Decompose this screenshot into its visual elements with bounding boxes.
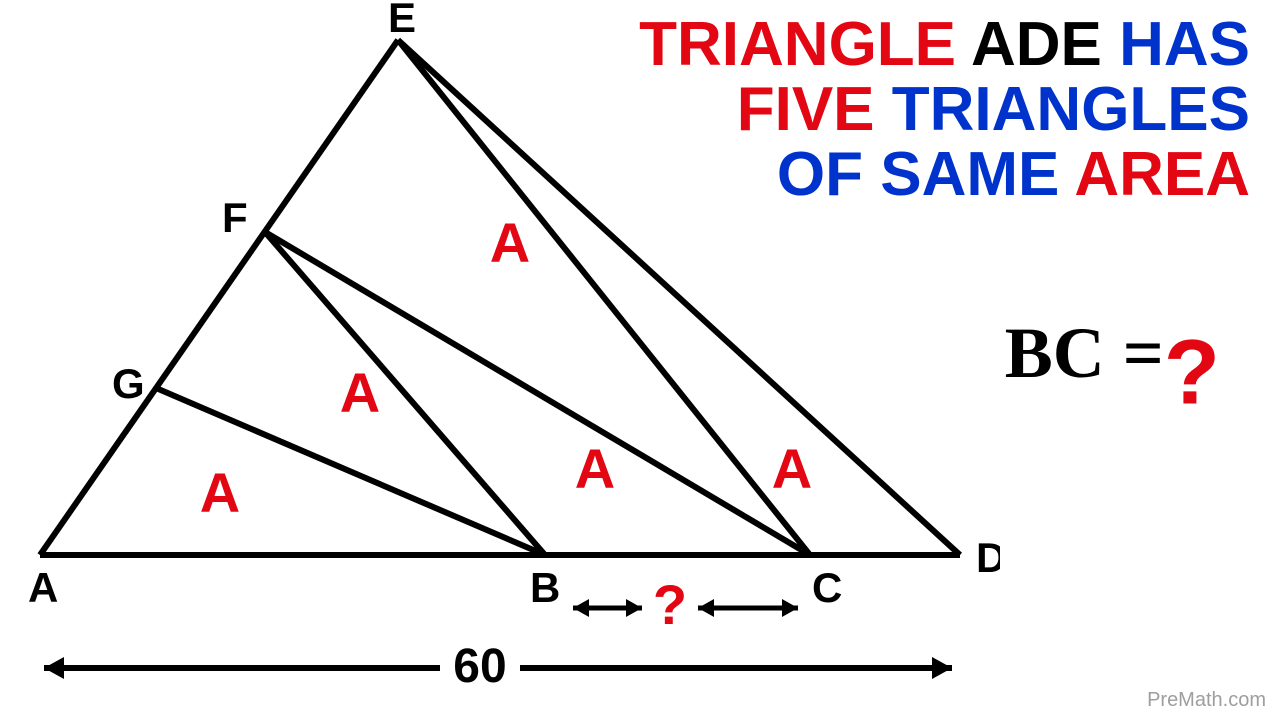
- question-lhs: BC =: [1005, 313, 1164, 393]
- question-block: BC =?: [1005, 312, 1220, 425]
- area-label-2: A: [490, 211, 530, 274]
- point-label-G: G: [112, 360, 145, 407]
- ad-length-label: 60: [453, 640, 506, 693]
- point-label-F: F: [222, 194, 248, 241]
- point-label-C: C: [812, 564, 842, 611]
- segment-FB: [265, 232, 545, 555]
- point-label-B: B: [530, 564, 560, 611]
- area-label-3: A: [575, 437, 615, 500]
- question-rhs: ?: [1164, 321, 1220, 423]
- point-label-E: E: [388, 0, 416, 41]
- point-label-A: A: [28, 564, 58, 611]
- title-word: AREA: [1074, 140, 1250, 209]
- dim-ad-right: [520, 657, 952, 679]
- dim-bc-right: [698, 599, 798, 617]
- title-word: HAS: [1119, 10, 1250, 79]
- triangle-diagram: A B C D E F G A A A A A ? 60: [0, 0, 1000, 720]
- bc-question-mark: ?: [653, 573, 687, 636]
- brand-label: PreMath.com: [1147, 689, 1266, 712]
- point-label-D: D: [976, 534, 1000, 581]
- dim-bc-left: [573, 599, 642, 617]
- area-label-1: A: [340, 361, 380, 424]
- area-label-4: A: [772, 437, 812, 500]
- area-label-0: A: [200, 461, 240, 524]
- dim-ad-left: [44, 657, 440, 679]
